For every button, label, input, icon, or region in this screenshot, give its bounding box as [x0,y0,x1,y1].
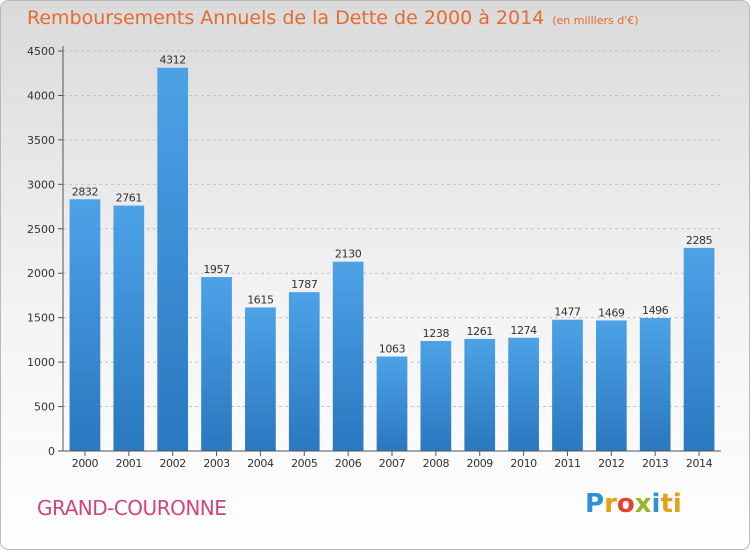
bar [288,292,320,451]
bar [552,319,583,451]
y-tick-label: 1000 [27,356,55,369]
commune-name: GRAND-COURONNE [37,496,227,520]
bar [639,318,671,451]
bar [595,320,627,451]
bar [464,338,496,451]
y-tick-label: 2000 [27,267,55,280]
y-tick-label: 2500 [27,223,55,236]
bar-value-label: 2130 [335,248,362,261]
bar-value-label: 1274 [510,324,537,337]
bar [683,247,715,451]
bar [201,277,232,451]
bar [69,199,101,451]
bar [376,356,408,451]
bar-value-label: 2285 [686,234,713,247]
y-tick-label: 500 [34,401,55,414]
chart-title: Remboursements Annuels de la Dette de 20… [27,7,545,29]
y-tick-label: 3500 [27,134,55,147]
x-tick-label: 2002 [159,457,185,470]
bar-value-label: 1063 [379,343,406,356]
x-tick-label: 2006 [335,457,362,470]
x-tick-label: 2000 [72,457,99,470]
bar [245,307,276,451]
x-tick-label: 2011 [554,457,580,470]
bar [508,337,539,451]
bar-value-label: 4312 [159,54,185,67]
y-tick-label: 4000 [27,89,55,102]
bar [113,205,145,451]
x-tick-label: 2010 [510,457,537,470]
x-tick-label: 2001 [116,457,142,470]
bar-value-label: 2761 [116,192,142,205]
y-tick-label: 3000 [27,178,55,191]
x-tick-label: 2013 [642,457,669,470]
x-tick-label: 2014 [686,457,713,470]
bar-value-label: 1496 [642,304,669,317]
bar-value-label: 1615 [247,293,274,306]
bar-value-label: 1261 [467,325,493,338]
bar-value-label: 1477 [554,306,581,319]
x-tick-label: 2004 [247,457,274,470]
bar-value-label: 1787 [291,278,318,291]
bar [332,261,364,451]
x-tick-label: 2012 [598,457,624,470]
x-tick-label: 2005 [291,457,318,470]
chart-unit: (en milliers d'€) [552,14,639,27]
y-tick-label: 1500 [27,312,55,325]
chart-title-block: Remboursements Annuels de la Dette de 20… [27,7,639,29]
x-tick-label: 2008 [423,457,450,470]
proxiti-logo: Proxiti [585,489,682,519]
bar-value-label: 2832 [72,185,98,198]
bar-value-label: 1957 [203,263,230,276]
bar-value-label: 1469 [598,306,625,319]
bar [420,340,452,451]
y-tick-label: 4500 [27,45,55,58]
x-tick-label: 2003 [203,457,230,470]
bar [157,67,189,451]
bar-value-label: 1238 [423,327,450,340]
x-tick-label: 2007 [379,457,406,470]
x-tick-label: 2009 [467,457,494,470]
y-tick-label: 0 [48,445,55,458]
